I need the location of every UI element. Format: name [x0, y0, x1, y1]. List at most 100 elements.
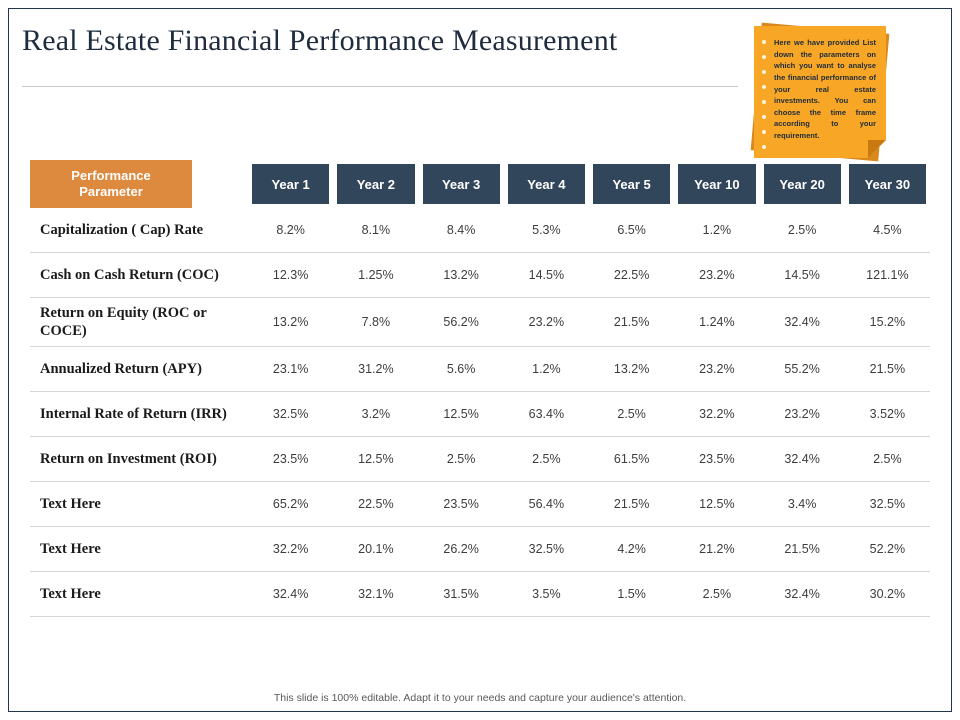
- row-value: 23.5%: [272, 452, 309, 467]
- row-label: Text Here: [40, 586, 101, 603]
- row-value: 12.5%: [443, 407, 479, 422]
- row-value: 3.5%: [532, 587, 561, 602]
- row-value: 32.5%: [528, 542, 565, 557]
- row-value: 12.5%: [358, 452, 394, 467]
- row-label: Text Here: [40, 496, 101, 513]
- table-row: Text Here 32.4% 32.1% 31.5% 3.5% 1.5% 2.5% 32.4…: [30, 572, 930, 618]
- row-value: 2.5%: [446, 452, 476, 467]
- sticky-note-text: Here we have provided List down the para…: [774, 38, 876, 140]
- row-value: 8.1%: [361, 223, 391, 237]
- row-value: 23.2%: [699, 268, 735, 282]
- year-header-cell: Year 30: [848, 164, 926, 204]
- table-body: Capitalization ( Cap) Rate 8.2% 8.1% 8.4% 5.…: [30, 208, 930, 618]
- sticky-note: Here we have provided List down the para…: [750, 22, 890, 162]
- row-value: 23.5%: [699, 452, 735, 467]
- year-header-cell: Year 1: [252, 164, 330, 204]
- row-value: 23.5%: [443, 497, 479, 512]
- row-value: 52.2%: [869, 542, 906, 557]
- row-value: 63.4%: [528, 407, 565, 422]
- row-label: Capitalization ( Cap) Rate: [40, 221, 204, 238]
- row-value: 31.2%: [358, 362, 394, 377]
- row-value: 8.2%: [276, 223, 305, 237]
- performance-table: Performance Parameter Year 1 Year 2 Year 3…: [30, 160, 930, 618]
- row-value: 3.4%: [787, 497, 817, 512]
- year-header-cell: Year 5: [593, 164, 671, 204]
- row-value: 2.5%: [617, 407, 646, 422]
- year-header-cell: Year 20: [763, 164, 841, 204]
- row-value: 1.25%: [358, 268, 394, 282]
- table-row: Annualized Return (APY) 23.1% 31.2% 5.6% 1.2…: [30, 347, 930, 393]
- row-value: 2.5%: [873, 452, 902, 467]
- row-value: 30.2%: [869, 587, 906, 602]
- row-value: 23.2%: [784, 407, 820, 422]
- row-value: 14.5%: [528, 268, 565, 282]
- row-label: Return on Investment (ROI): [40, 451, 217, 468]
- row-value: 8.4%: [446, 223, 476, 237]
- row-value: 12.3%: [272, 268, 309, 282]
- row-value: 22.5%: [613, 268, 650, 282]
- param-header-cell: Performance Parameter: [30, 160, 192, 208]
- table-row: Return on Equity (ROC or COCE) 13.2% 7.8% 5…: [30, 298, 930, 348]
- row-value: 1.5%: [617, 587, 646, 602]
- row-value: 32.4%: [272, 587, 309, 602]
- row-value: 3.52%: [869, 407, 906, 422]
- row-value: 13.2%: [272, 315, 309, 330]
- table-header-row: Performance Parameter Year 1 Year 2 Year 3…: [30, 160, 930, 208]
- row-value: 61.5%: [613, 452, 650, 467]
- row-value: 4.2%: [617, 542, 646, 557]
- row-value: 6.5%: [617, 223, 646, 237]
- sticky-note-paper: Here we have provided List down the para…: [754, 26, 886, 158]
- row-value: 56.4%: [528, 497, 565, 512]
- row-value: 55.2%: [784, 362, 820, 377]
- title-divider: [22, 86, 738, 87]
- row-value: 2.5%: [787, 223, 817, 237]
- row-value: 4.5%: [873, 223, 902, 237]
- row-value: 5.6%: [446, 362, 476, 377]
- row-value: 23.2%: [699, 362, 735, 377]
- row-value: 15.2%: [869, 315, 906, 330]
- row-value: 1.2%: [532, 362, 561, 377]
- row-value: 21.2%: [699, 542, 735, 557]
- row-value: 14.5%: [784, 268, 820, 282]
- row-value: 5.3%: [532, 223, 561, 237]
- row-value: 7.8%: [361, 315, 391, 330]
- row-value: 32.4%: [784, 452, 820, 467]
- row-value: 56.2%: [443, 315, 479, 330]
- row-value: 2.5%: [702, 587, 732, 602]
- table-row: Text Here 65.2% 22.5% 23.5% 56.4% 21.5% 12.5% 3…: [30, 482, 930, 528]
- row-value: 32.4%: [784, 315, 820, 330]
- table-row: Text Here 32.2% 20.1% 26.2% 32.5% 4.2% 21.2% 21…: [30, 527, 930, 573]
- table-row: Cash on Cash Return (COC) 12.3% 1.25% 13.2%…: [30, 253, 930, 298]
- row-value: 21.5%: [869, 362, 906, 377]
- row-value: 32.5%: [272, 407, 309, 422]
- footer-note: This slide is 100% editable. Adapt it to…: [273, 692, 687, 704]
- row-value: 32.1%: [358, 587, 394, 602]
- row-value: 20.1%: [358, 542, 394, 557]
- row-label: Return on Equity (ROC or COCE): [40, 305, 207, 340]
- row-value: 21.5%: [613, 315, 650, 330]
- year-header-cell: Year 10: [678, 164, 756, 204]
- row-value: 21.5%: [613, 497, 650, 512]
- row-label: Annualized Return (APY): [40, 361, 202, 378]
- row-value: 13.2%: [443, 268, 479, 282]
- row-value: 1.24%: [699, 315, 735, 330]
- row-label: Cash on Cash Return (COC): [40, 266, 219, 283]
- row-value: 21.5%: [784, 542, 820, 557]
- row-value: 32.5%: [869, 497, 906, 512]
- row-value: 65.2%: [272, 497, 309, 512]
- row-value: 12.5%: [699, 497, 735, 512]
- year-header-cell: Year 4: [507, 164, 585, 204]
- row-value: 23.1%: [272, 362, 309, 377]
- row-value: 32.2%: [272, 542, 309, 557]
- table-row: Return on Investment (ROI) 23.5% 12.5% 2.5%…: [30, 437, 930, 483]
- page-title: Real Estate Financial Performance Measur…: [22, 24, 618, 57]
- row-label: Text Here: [40, 541, 101, 558]
- row-value: 32.2%: [699, 407, 735, 422]
- row-value: 31.5%: [443, 587, 479, 602]
- row-value: 121.1%: [866, 268, 909, 282]
- row-value: 32.4%: [784, 587, 820, 602]
- row-value: 13.2%: [613, 362, 650, 377]
- table-row: Internal Rate of Return (IRR) 32.5% 3.2% 12…: [30, 392, 930, 438]
- row-value: 23.2%: [528, 315, 565, 330]
- table-row: Capitalization ( Cap) Rate 8.2% 8.1% 8.4% 5.…: [30, 208, 930, 253]
